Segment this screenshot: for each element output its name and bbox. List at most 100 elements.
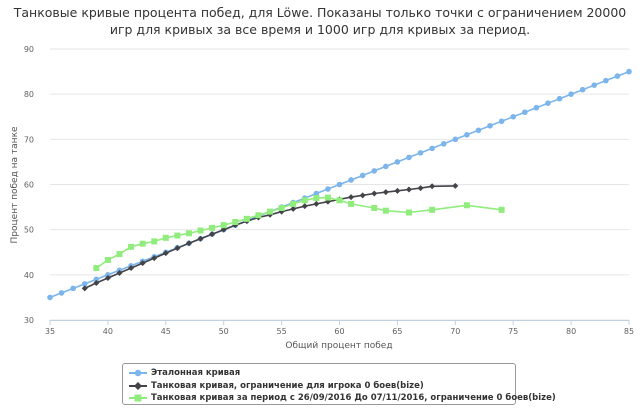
legend-item-period-curve[interactable]: Танковая кривая за период с 26/09/2016 Д… — [129, 392, 556, 405]
circle-marker-icon — [129, 369, 147, 377]
data-point — [162, 234, 169, 241]
data-point — [614, 73, 621, 79]
data-point — [498, 118, 505, 125]
data-point — [359, 192, 366, 199]
data-point — [325, 186, 331, 192]
data-point — [174, 245, 181, 252]
data-point — [452, 182, 459, 189]
data-point — [209, 224, 216, 231]
data-point — [359, 172, 366, 179]
data-point — [394, 159, 401, 165]
legend-item-reference[interactable]: Эталонная кривая — [129, 367, 509, 380]
data-point — [394, 187, 401, 194]
data-point — [81, 281, 88, 287]
data-point — [290, 200, 297, 207]
data-point — [174, 232, 181, 239]
data-point — [139, 240, 146, 247]
data-point — [185, 240, 192, 247]
x-tick-label: 35 — [45, 327, 55, 336]
data-point — [417, 185, 424, 192]
data-point — [93, 265, 100, 272]
data-point — [93, 276, 100, 283]
data-point — [336, 197, 343, 204]
data-point — [116, 270, 123, 277]
data-point — [185, 230, 192, 237]
x-tick-label: 85 — [624, 327, 634, 336]
data-point — [197, 235, 204, 242]
data-point — [603, 77, 609, 84]
data-point — [324, 194, 331, 201]
legend-marker-1 — [134, 370, 142, 377]
data-point — [313, 195, 320, 202]
y-tick-label: 60 — [24, 181, 34, 190]
data-point — [371, 168, 378, 174]
diamond-marker-icon — [129, 381, 147, 390]
data-point — [510, 113, 516, 120]
data-point — [429, 183, 436, 190]
data-point — [290, 205, 297, 212]
data-point — [313, 200, 320, 207]
data-point — [556, 95, 563, 102]
x-tick-label: 50 — [219, 327, 229, 336]
data-point — [336, 181, 343, 188]
x-axis-title: Общий процент побед — [285, 341, 392, 351]
y-tick-label: 80 — [24, 90, 34, 99]
chart-title: Танковые кривые процента побед, для Löwe… — [0, 4, 640, 38]
legend-marker-2 — [134, 381, 142, 390]
legend-marker-3 — [134, 394, 142, 402]
legend: Эталонная кривая Танковая кривая, ограни… — [122, 363, 556, 405]
data-point — [116, 251, 123, 258]
x-tick-label: 75 — [508, 327, 518, 336]
data-point — [58, 290, 65, 296]
data-point — [232, 218, 239, 225]
data-point — [545, 100, 551, 106]
data-point — [313, 190, 320, 197]
data-point — [128, 265, 135, 272]
data-point — [139, 260, 146, 267]
series-3 — [93, 194, 505, 272]
data-point — [162, 250, 169, 257]
data-point — [220, 226, 227, 233]
y-tick-label: 30 — [24, 316, 34, 325]
data-point — [81, 285, 88, 292]
series-line — [84, 185, 456, 290]
square-marker-icon — [129, 394, 147, 402]
x-tick-label: 65 — [392, 327, 402, 336]
x-tick-label: 55 — [277, 327, 287, 336]
data-point — [405, 186, 412, 193]
y-axis-title: Процент побед на танке — [10, 126, 20, 244]
y-axis-ticks: 30 40 50 60 70 80 90 — [24, 45, 34, 325]
x-tick-label: 70 — [450, 327, 460, 336]
data-point — [405, 209, 412, 216]
data-point — [255, 212, 262, 219]
legend-label: Танковая кривая, ограничение для игрока … — [151, 380, 424, 391]
data-point — [151, 255, 158, 262]
data-point — [487, 122, 493, 129]
data-point — [371, 204, 378, 211]
data-point — [440, 141, 447, 147]
y-tick-label: 90 — [24, 45, 34, 54]
x-tick-label: 45 — [161, 327, 171, 336]
data-point — [626, 68, 632, 75]
x-axis-ticks: 35 40 45 50 55 60 65 70 75 80 85 — [45, 320, 634, 336]
data-point — [301, 197, 308, 204]
data-point — [348, 177, 354, 183]
x-tick-label: 40 — [103, 327, 113, 336]
data-point — [406, 154, 412, 161]
data-point — [267, 208, 274, 215]
data-point — [348, 194, 355, 201]
y-tick-label: 50 — [24, 226, 34, 235]
data-point — [429, 206, 436, 213]
data-point — [105, 272, 111, 278]
data-point — [151, 238, 158, 245]
data-point — [521, 109, 528, 116]
legend-item-tank-curve[interactable]: Танковая кривая, ограничение для игрока … — [129, 380, 509, 393]
data-point — [579, 86, 586, 93]
data-point — [568, 91, 574, 97]
y-tick-label: 40 — [24, 271, 34, 280]
data-point — [104, 274, 111, 281]
data-point — [591, 82, 598, 88]
data-point — [348, 200, 355, 207]
data-point — [47, 294, 53, 301]
